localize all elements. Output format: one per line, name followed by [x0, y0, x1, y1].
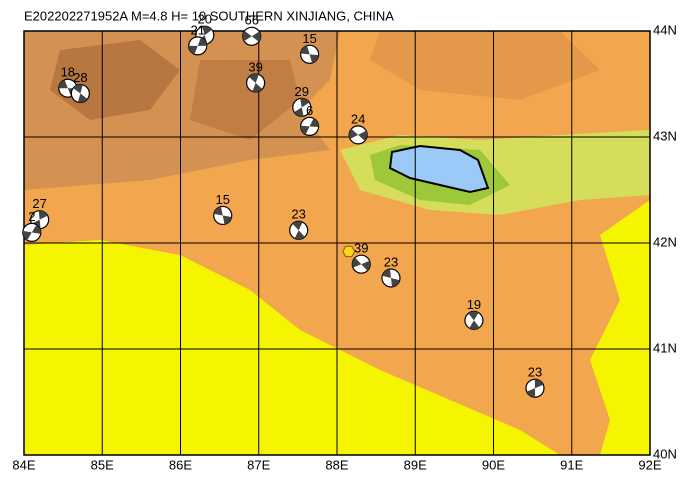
- depth-label: 23: [384, 254, 398, 269]
- depth-label: 18: [61, 65, 75, 80]
- depth-label: 27: [32, 196, 46, 211]
- x-tick-label: 89E: [404, 457, 427, 472]
- x-tick-label: 84E: [12, 457, 35, 472]
- map-title: E202202271952A M=4.8 H= 10 SOUTHERN XINJ…: [24, 8, 394, 23]
- x-tick-label: 85E: [91, 457, 114, 472]
- focal-mechanism: [289, 220, 309, 240]
- focal-mechanism: [300, 44, 320, 64]
- depth-label: 15: [216, 192, 230, 207]
- depth-label: 29: [295, 84, 309, 99]
- focal-mechanism: [464, 310, 484, 330]
- focal-mechanism: [70, 83, 90, 104]
- depth-label: 66: [244, 13, 258, 28]
- focal-mechanism: [348, 125, 368, 145]
- focal-mechanism: [188, 36, 208, 56]
- depth-label: 20: [198, 12, 212, 27]
- focal-mechanism: [242, 26, 262, 46]
- y-tick-label: 41N: [653, 340, 677, 355]
- focal-mechanism: [213, 205, 233, 226]
- y-tick-label: 44N: [653, 22, 677, 37]
- x-tick-label: 92E: [638, 457, 661, 472]
- depth-label: 19: [467, 297, 481, 312]
- y-tick-label: 40N: [653, 446, 677, 461]
- focal-mechanism: [300, 116, 320, 137]
- epicenter: [342, 245, 356, 258]
- x-tick-label: 91E: [560, 457, 583, 472]
- focal-mechanism: [381, 268, 401, 288]
- depth-label: 21: [190, 22, 204, 37]
- depth-label: 6: [306, 103, 313, 118]
- y-tick-label: 43N: [653, 128, 677, 143]
- depth-label: 23: [528, 365, 542, 380]
- depth-label: 39: [354, 241, 368, 256]
- depth-label: 24: [351, 111, 365, 126]
- x-tick-label: 88E: [325, 457, 348, 472]
- focal-mechanism: [246, 73, 266, 93]
- depth-label: 28: [73, 70, 87, 85]
- depth-label: 2: [28, 209, 35, 224]
- x-tick-label: 90E: [482, 457, 505, 472]
- focal-mechanism: [22, 222, 42, 242]
- x-tick-label: 87E: [247, 457, 270, 472]
- focal-mechanism: [525, 378, 545, 398]
- depth-label: 23: [291, 207, 305, 222]
- depth-label: 15: [302, 31, 316, 46]
- x-tick-label: 86E: [169, 457, 192, 472]
- y-tick-label: 42N: [653, 234, 677, 249]
- focal-mechanism: [292, 97, 312, 117]
- depth-label: 39: [248, 59, 262, 74]
- focal-mechanism: [351, 254, 371, 274]
